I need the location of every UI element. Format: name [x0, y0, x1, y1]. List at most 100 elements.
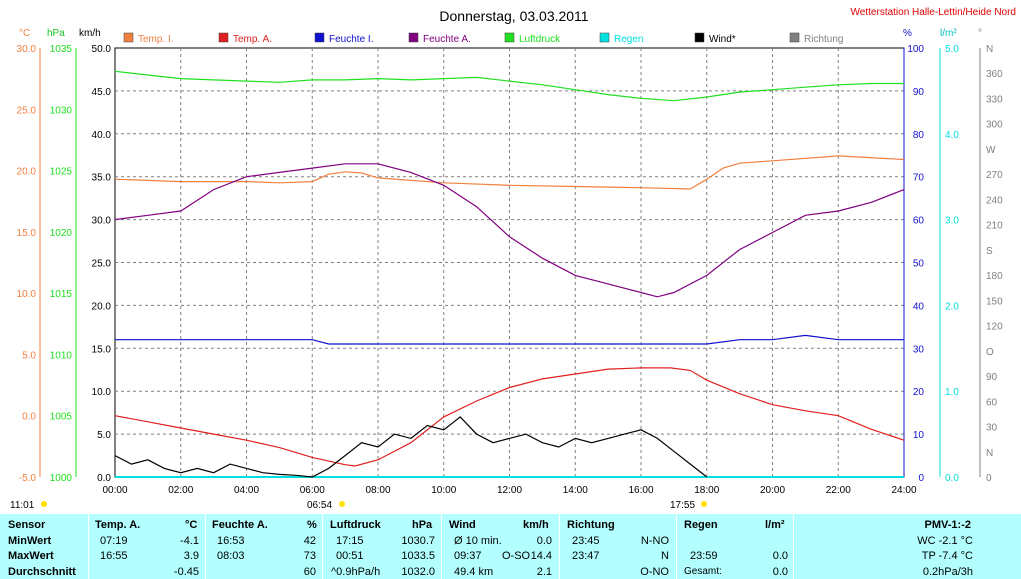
wind-tick-label: 35.0 — [92, 173, 112, 184]
feuchte-unit: % — [307, 519, 317, 531]
x-tick-label: 10:00 — [431, 485, 456, 496]
temp-tick-label: 10.0 — [17, 289, 37, 300]
x-tick-label: 12:00 — [497, 485, 522, 496]
wind-tick-label: 15.0 — [92, 344, 112, 355]
druck-max: 1033.5 — [401, 550, 435, 562]
humidity-tick-label: 0 — [918, 473, 924, 484]
legend-label: Wind* — [709, 34, 736, 45]
druck-min: 1030.7 — [401, 535, 435, 547]
temp-avg: -0.45 — [173, 566, 199, 578]
feuchte-max: 73 — [303, 550, 316, 562]
regen-total-label: Gesamt: — [684, 566, 722, 577]
regen-total: 0.0 — [772, 566, 788, 578]
direction-tick-label: 90 — [986, 372, 998, 383]
sunrise-time: 06:54 — [307, 500, 332, 511]
wind-header: Wind — [449, 519, 476, 531]
weather-chart: Donnerstag, 03.03.2011 Wetterstation Hal… — [0, 0, 1021, 514]
humidity-tick-label: 40 — [913, 301, 925, 312]
direction-tick-label: S — [986, 246, 993, 257]
wind-unit: km/h — [523, 519, 549, 531]
feuchte-avg: 60 — [303, 566, 316, 578]
wind-tick-label: 5.0 — [97, 430, 111, 441]
richtung-max: N — [661, 550, 669, 562]
richtung-min-time: 23:45 — [572, 535, 600, 547]
feuchte-min: 42 — [303, 535, 316, 547]
legend-label: Regen — [614, 34, 643, 45]
pressure-tick-label: 1030 — [50, 105, 73, 116]
x-tick-label: 00:00 — [102, 485, 127, 496]
humidity-tick-label: 50 — [913, 259, 925, 270]
rain-tick-label: 0.0 — [945, 473, 959, 484]
wind-tick-label: 25.0 — [92, 259, 112, 270]
druck-header: Luftdruck — [330, 519, 381, 531]
wind-tick-label: 40.0 — [92, 130, 112, 141]
x-tick-label: 16:00 — [628, 485, 653, 496]
wind-max-dir: O-SO — [502, 550, 531, 562]
x-tick-label: 06:00 — [300, 485, 325, 496]
pressure-tick-label: 1025 — [50, 167, 73, 178]
pressure-tick-label: 1015 — [50, 289, 73, 300]
series-line — [115, 334, 904, 345]
legend-label: Feuchte I. — [329, 34, 373, 45]
moon-icon — [41, 501, 47, 507]
direction-tick-label: 330 — [986, 94, 1003, 105]
row-label-avg: Durchschnitt — [8, 566, 76, 578]
row-label-sensor: Sensor — [8, 519, 46, 531]
series-line — [114, 367, 905, 467]
temp-tick-label: 25.0 — [17, 105, 37, 116]
chart-title: Donnerstag, 03.03.2011 — [439, 8, 588, 24]
rain-tick-label: 4.0 — [945, 130, 959, 141]
rain-tick-label: 3.0 — [945, 216, 959, 227]
humidity-tick-label: 10 — [913, 430, 925, 441]
temp-max: 3.9 — [183, 550, 199, 562]
druck-max-time: 00:51 — [336, 550, 364, 562]
direction-tick-label: W — [986, 145, 996, 156]
pmv-header: PMV-1:-2 — [924, 519, 971, 531]
direction-tick-label: O — [986, 347, 994, 358]
series-line — [114, 70, 904, 102]
rain-tick-label: 1.0 — [945, 387, 959, 398]
unit-direction: ° — [978, 28, 982, 39]
regen-max-time: 23:59 — [690, 550, 718, 562]
sunrise-icon — [339, 501, 345, 507]
temp-tick-label: 0.0 — [22, 412, 36, 423]
feuchte-min-time: 16:53 — [217, 535, 245, 547]
wind-avg: 2.1 — [536, 566, 552, 578]
pressure-tick-label: 1010 — [50, 350, 73, 361]
pressure-tick-label: 1020 — [50, 228, 73, 239]
wind-tick-label: 50.0 — [92, 44, 112, 55]
rain-tick-label: 5.0 — [945, 44, 959, 55]
x-tick-label: 20:00 — [760, 485, 785, 496]
unit-rain: l/m² — [940, 28, 957, 39]
temp-tick-label: 20.0 — [17, 167, 37, 178]
temp-tick-label: -5.0 — [19, 473, 37, 484]
regen-max: 0.0 — [772, 550, 788, 562]
richtung-max-time: 23:47 — [572, 550, 600, 562]
legend-swatch — [599, 32, 610, 43]
humidity-tick-label: 20 — [913, 387, 925, 398]
wind-distance: 49.4 km — [454, 566, 494, 578]
legend-label: Temp. A. — [233, 34, 272, 45]
wind-tick-label: 0.0 — [97, 473, 111, 484]
wind-max: 14.4 — [530, 550, 552, 562]
wind-tick-label: 45.0 — [92, 87, 112, 98]
chart-legend: Temp. I. Temp. A. Feuchte I. Feuchte A. Luft… — [123, 32, 843, 45]
direction-tick-label: 150 — [986, 296, 1003, 307]
temp-tick-label: 15.0 — [17, 228, 37, 239]
direction-tick-label: 270 — [986, 170, 1003, 181]
wind-tick-label: 10.0 — [92, 387, 112, 398]
row-label-min: MinWert — [8, 535, 52, 547]
feuchte-max-time: 08:03 — [217, 550, 245, 562]
pressure-tick-label: 1005 — [50, 412, 73, 423]
direction-tick-label: 180 — [986, 271, 1003, 282]
humidity-tick-label: 90 — [913, 87, 925, 98]
unit-pressure: hPa — [47, 28, 65, 39]
chart-background — [0, 0, 1021, 514]
temp-max-time: 16:55 — [100, 550, 128, 562]
x-tick-label: 18:00 — [694, 485, 719, 496]
unit-humidity: % — [903, 28, 912, 39]
legend-swatch — [218, 32, 229, 43]
x-tick-label: 24:00 — [891, 485, 916, 496]
wind-min: 0.0 — [536, 535, 552, 547]
unit-wind: km/h — [79, 28, 101, 39]
